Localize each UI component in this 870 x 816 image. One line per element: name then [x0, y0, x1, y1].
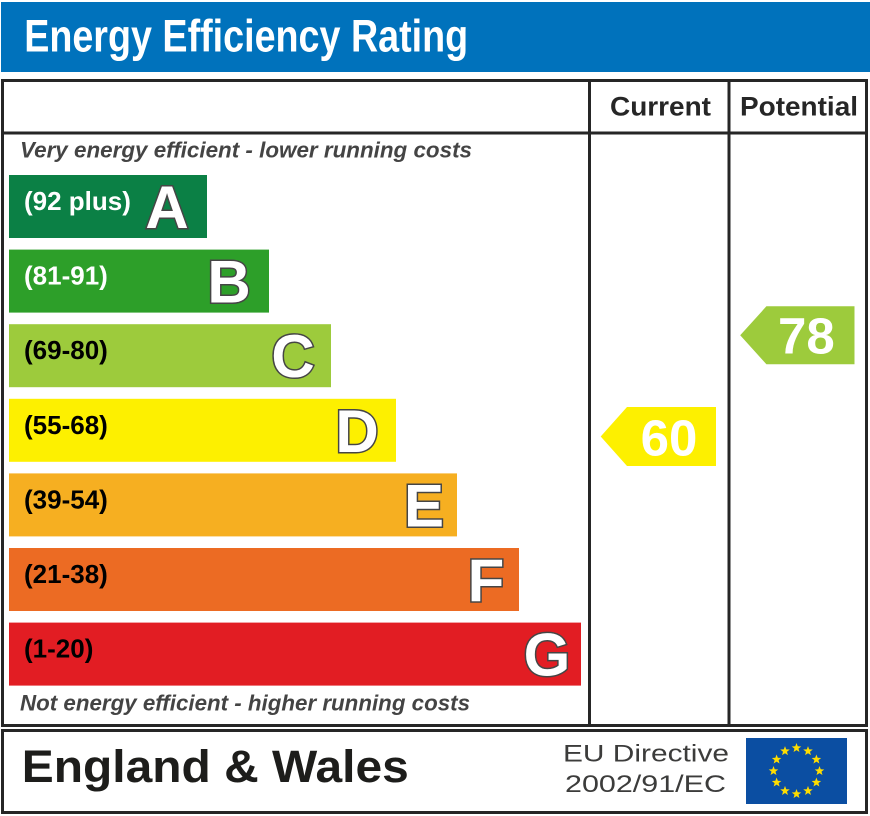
- svg-text:(21-38): (21-38): [24, 559, 108, 589]
- svg-text:(92 plus): (92 plus): [24, 186, 131, 216]
- svg-text:F: F: [468, 547, 505, 614]
- svg-text:Very energy efficient - lower: Very energy efficient - lower running co…: [20, 138, 472, 163]
- svg-text:(81-91): (81-91): [24, 261, 108, 291]
- svg-text:E: E: [404, 472, 444, 539]
- svg-text:(39-54): (39-54): [24, 484, 108, 514]
- svg-text:Not energy efficient - higher: Not energy efficient - higher running co…: [20, 691, 470, 716]
- svg-text:(69-80): (69-80): [24, 335, 108, 365]
- svg-text:2002/91/EC: 2002/91/EC: [565, 771, 726, 798]
- svg-text:B: B: [207, 249, 250, 316]
- svg-text:(55-68): (55-68): [24, 410, 108, 440]
- svg-text:Energy Efficiency Rating: Energy Efficiency Rating: [24, 11, 468, 62]
- svg-text:Potential: Potential: [740, 92, 858, 122]
- svg-text:(1-20): (1-20): [24, 634, 93, 664]
- svg-text:EU Directive: EU Directive: [563, 740, 729, 767]
- svg-text:60: 60: [641, 409, 698, 466]
- svg-text:A: A: [145, 174, 188, 241]
- svg-text:G: G: [524, 622, 571, 689]
- svg-text:C: C: [271, 323, 314, 390]
- svg-text:D: D: [335, 398, 378, 465]
- svg-text:England & Wales: England & Wales: [22, 741, 409, 792]
- svg-text:Current: Current: [610, 92, 711, 122]
- svg-text:78: 78: [778, 308, 835, 365]
